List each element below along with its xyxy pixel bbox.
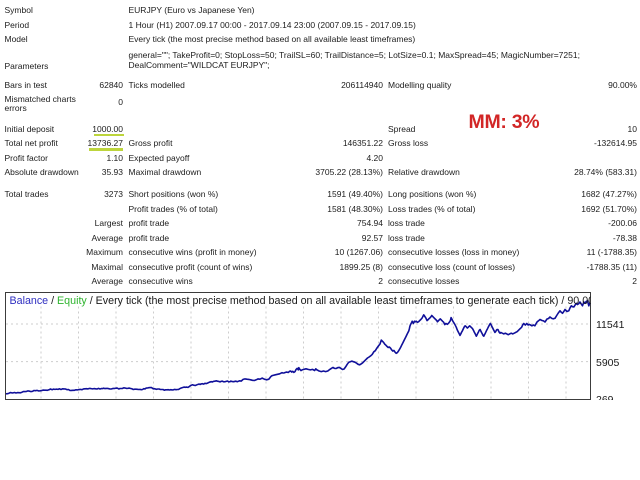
- svg-text:Balance / Equity / Every tick: Balance / Equity / Every tick (the most …: [10, 295, 592, 307]
